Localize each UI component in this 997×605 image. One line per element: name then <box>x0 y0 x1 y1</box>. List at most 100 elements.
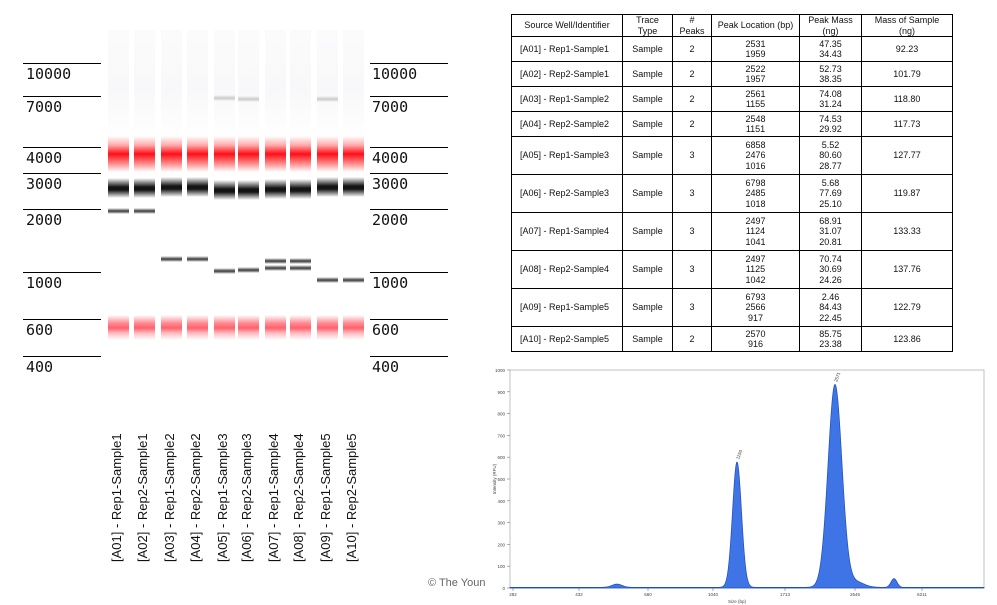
y-axis-label: Intensity (RFU) <box>492 463 497 494</box>
lane-label-text: [A02] - Rep2-Sample1 <box>135 433 150 562</box>
cell-mass: 2.46 84.43 22.45 <box>799 288 862 327</box>
ladder-label: 600 <box>372 321 400 339</box>
lane-label-text: [A10] - Rep2-Sample5 <box>344 433 359 562</box>
col-header-peak-location: Peak Location (bp) <box>711 14 800 37</box>
cell-loc: 6858 2476 1016 <box>711 136 800 175</box>
table-row: [A03] - Rep1-Sample2 Sample 2 2561 1155 74.08… <box>511 86 953 112</box>
cell-total: 119.87 <box>861 174 953 213</box>
cell-id: [A10] - Rep2-Sample5 <box>511 326 623 352</box>
ladder-tick <box>370 147 448 148</box>
cell-peaks: 3 <box>672 212 712 251</box>
table-row: [A01] - Rep1-Sample1 Sample 2 2531 1959 47.35… <box>511 36 953 62</box>
cell-peaks: 2 <box>672 36 712 62</box>
marker-band-upper <box>343 136 364 172</box>
ladder-tick <box>23 173 101 174</box>
table-body: [A01] - Rep1-Sample1 Sample 2 2531 1959 47.35… <box>511 36 953 352</box>
gel-image: 10000 7000 4000 3000 2000 1000 600 400 10000 700… <box>0 0 485 605</box>
peak-label: 1150 <box>735 449 743 460</box>
y-tick-label: 600 <box>497 455 505 460</box>
table-row: [A06] - Rep2-Sample3 Sample 3 6798 2485 1018 5… <box>511 174 953 213</box>
sample-band <box>214 94 235 101</box>
peak-label: 2571 <box>833 371 841 383</box>
copyright-text: © The Youn <box>428 577 486 589</box>
gel-lane <box>317 30 338 385</box>
sample-band <box>108 178 129 199</box>
col-header-peaks: # Peaks <box>672 14 712 37</box>
cell-loc: 6798 2485 1018 <box>711 174 800 213</box>
sample-band <box>134 178 155 199</box>
gel-lane <box>108 30 129 385</box>
table-row: [A05] - Rep1-Sample3 Sample 3 6858 2476 1016 5… <box>511 136 953 175</box>
lane-label: [A09] - Rep1-Sample5 <box>316 412 338 562</box>
sample-band <box>161 255 182 262</box>
gel-lane <box>265 30 286 385</box>
lane-label-text: [A08] - Rep2-Sample4 <box>291 433 306 562</box>
cell-mass: 68.91 31.07 20.81 <box>799 212 862 251</box>
marker-band-upper <box>214 136 235 172</box>
lane-label: [A05] - Rep1-Sample3 <box>213 412 235 562</box>
cell-total: 101.79 <box>861 61 953 87</box>
cell-type: Sample <box>622 36 673 62</box>
ladder-tick <box>370 356 448 357</box>
cell-peaks: 2 <box>672 61 712 87</box>
ladder-label: 7000 <box>372 98 409 116</box>
y-tick-label: 1000 <box>495 368 506 373</box>
sample-band <box>161 177 182 198</box>
lane-label: [A02] - Rep2-Sample1 <box>133 412 155 562</box>
cell-total: 92.23 <box>861 36 953 62</box>
trace-area <box>509 383 985 589</box>
lane-label: [A08] - Rep2-Sample4 <box>289 412 311 562</box>
lane-label-text: [A04] - Rep2-Sample2 <box>188 433 203 562</box>
sample-band <box>343 277 364 284</box>
ladder-tick <box>23 63 101 64</box>
sample-band <box>290 258 311 265</box>
sample-band <box>290 265 311 272</box>
cell-loc: 2531 1959 <box>711 36 800 62</box>
sample-band <box>214 180 235 201</box>
ladder-tick <box>370 173 448 174</box>
ladder-tick <box>23 356 101 357</box>
cell-mass: 5.68 77.69 25.10 <box>799 174 862 213</box>
marker-band-upper <box>187 136 208 172</box>
cell-id: [A04] - Rep2-Sample2 <box>511 111 623 137</box>
ladder-tick <box>23 209 101 210</box>
cell-mass: 52.73 38.35 <box>799 61 862 87</box>
cell-total: 122.79 <box>861 288 953 327</box>
cell-loc: 2497 1125 1042 <box>711 250 800 289</box>
x-axis-label: Size (bp) <box>728 599 747 604</box>
plot-frame <box>509 369 985 589</box>
ladder-tick <box>23 272 101 273</box>
x-tick-label: 282 <box>509 592 517 597</box>
cell-type: Sample <box>622 86 673 112</box>
x-tick-label: 1040 <box>708 592 719 597</box>
cell-total: 117.73 <box>861 111 953 137</box>
sample-band <box>343 176 364 197</box>
sample-band <box>108 207 129 214</box>
cell-total: 123.86 <box>861 326 953 352</box>
sample-band <box>265 258 286 265</box>
cell-type: Sample <box>622 212 673 251</box>
y-tick-label: 200 <box>497 542 505 547</box>
gel-lane <box>290 30 311 385</box>
ladder-tick <box>370 319 448 320</box>
cell-loc: 2548 1151 <box>711 111 800 137</box>
cell-mass: 85.75 23.38 <box>799 326 862 352</box>
cell-id: [A03] - Rep1-Sample2 <box>511 86 623 112</box>
x-tick-label: 660 <box>644 592 652 597</box>
ladder-label: 3000 <box>372 175 409 193</box>
cell-type: Sample <box>622 326 673 352</box>
marker-band-upper <box>238 136 259 172</box>
ladder-label: 10000 <box>372 65 418 83</box>
ladder-tick <box>23 147 101 148</box>
cell-total: 118.80 <box>861 86 953 112</box>
cell-total: 137.76 <box>861 250 953 289</box>
lane-label: [A10] - Rep2-Sample5 <box>342 412 364 562</box>
gel-lane <box>238 30 259 385</box>
cell-type: Sample <box>622 288 673 327</box>
marker-band-upper <box>317 136 338 172</box>
cell-type: Sample <box>622 136 673 175</box>
cell-loc: 2570 916 <box>711 326 800 352</box>
table-row: [A02] - Rep2-Sample1 Sample 2 2522 1957 52.73… <box>511 61 953 87</box>
ladder-tick <box>370 63 448 64</box>
cell-mass: 74.53 29.92 <box>799 111 862 137</box>
